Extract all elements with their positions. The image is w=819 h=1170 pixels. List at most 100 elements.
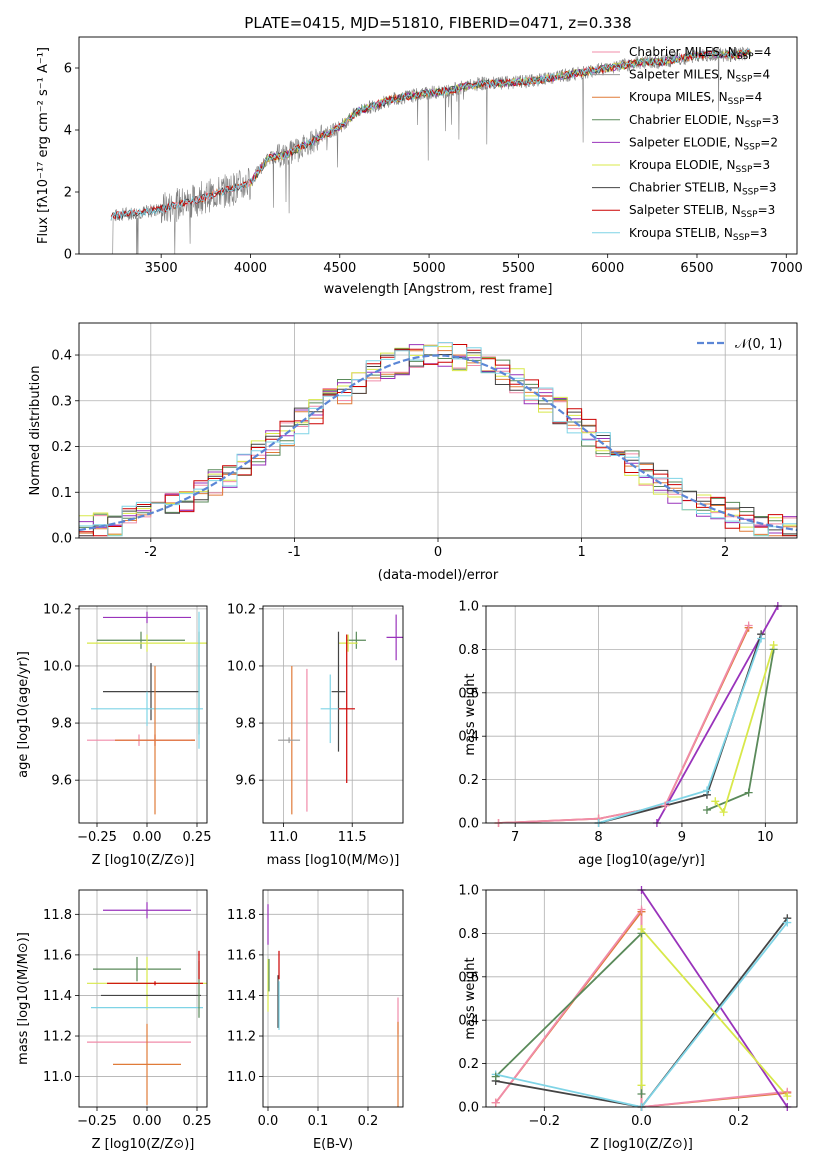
legend-label-sub: SSP <box>737 52 754 62</box>
x-tick-label: 7 <box>511 830 519 845</box>
y-tick-label: 0.0 <box>458 1101 479 1116</box>
legend-label-suffix: =3 <box>758 203 776 217</box>
legend-label-sub: SSP <box>728 97 745 107</box>
legend-label: Chabrier MILES, NSSP=4 <box>629 45 771 62</box>
y-tick-label: 0.2 <box>458 1057 479 1072</box>
legend-label: Salpeter ELODIE, NSSP=2 <box>629 135 778 152</box>
x-axis-label: Z [log10(Z/Z⊙)] <box>92 1137 195 1152</box>
x-tick-label: 0.0 <box>631 1114 652 1129</box>
x-tick-label: 4500 <box>323 261 356 276</box>
mass-weight-line <box>598 633 762 823</box>
axes-mass_vs_ebv: 0.0 0.1 0.2 11.0 11.2 11.4 11.6 11.8 E(B-V) <box>227 889 404 1152</box>
y-tick-label: 0.2 <box>458 773 479 788</box>
mass-weight-line <box>495 921 789 1107</box>
x-tick-label: 6000 <box>591 261 624 276</box>
legend-label: 𝒩(0, 1) <box>735 337 782 352</box>
model-line <box>110 48 751 221</box>
legend-label-main: Salpeter MILES, N <box>629 68 736 82</box>
axes-spectrum: 3500 4000 4500 5000 5500 6000 6500 7000 0 2 4 6 Chab… <box>36 36 803 297</box>
point-marker <box>757 634 766 643</box>
x-axis-label: Z [log10(Z/Z⊙)] <box>590 1137 693 1152</box>
point-marker <box>637 1081 646 1090</box>
x-tick-label: -2 <box>144 545 157 560</box>
y-tick-label: 11.0 <box>227 1070 256 1085</box>
x-axis-label: Z [log10(Z/Z⊙)] <box>92 853 195 868</box>
y-axis-label: Normed distribution <box>28 366 43 496</box>
legend-label-suffix: =3 <box>761 113 779 127</box>
point-marker <box>744 621 753 630</box>
normal-curve <box>79 354 797 532</box>
y-tick-label: 10.2 <box>227 602 256 617</box>
y-tick-label: 0.3 <box>51 394 72 409</box>
point-marker <box>637 905 646 914</box>
y-tick-label: 0.4 <box>458 730 479 745</box>
plot-area-residuals <box>79 342 797 537</box>
point-marker <box>637 1089 646 1098</box>
axes-mw_vs_age: 7 8 9 10 0.0 0.2 0.4 0.6 0.8 1.0 age [log10(age/yr… <box>458 600 798 868</box>
mass-weight-line <box>640 926 788 1097</box>
point-marker <box>491 1098 500 1107</box>
y-tick-label: 11.2 <box>43 1030 72 1045</box>
x-tick-label: 6500 <box>680 261 713 276</box>
x-tick-label: 0.25 <box>183 1114 212 1129</box>
y-tick-label: 0.4 <box>458 1014 479 1029</box>
y-tick-label: 0.6 <box>458 686 479 701</box>
x-tick-label: 7000 <box>770 261 803 276</box>
x-tick-label: 11.0 <box>269 830 298 845</box>
x-tick-label: 0.25 <box>183 830 212 845</box>
axes-age_vs_mass: 11.0 11.5 9.6 9.8 10.0 10.2 mass [log10(M/M⊙)] <box>227 602 404 868</box>
mass-weight-line <box>495 917 789 1107</box>
legend-label: Kroupa STELIB, NSSP=3 <box>629 226 767 243</box>
x-tick-label: 1 <box>577 545 585 560</box>
y-axis-label: mass [log10(M/M⊙)] <box>16 932 31 1065</box>
y-tick-label: 0 <box>64 248 72 263</box>
point-marker <box>783 1092 792 1101</box>
axes-mw_vs_Z: −0.2 0.0 0.2 0.0 0.2 0.4 0.6 0.8 1.0 Z [log10(Z/Z… <box>458 884 798 1152</box>
y-tick-label: 9.6 <box>51 774 72 789</box>
y-tick-label: 11.2 <box>227 1030 256 1045</box>
legend-label-sub: SSP <box>745 120 762 130</box>
legend-label-main: Kroupa STELIB, N <box>629 226 733 240</box>
axes-frame <box>262 605 404 824</box>
x-axis-label: age [log10(age/yr)] <box>578 853 705 868</box>
x-tick-label: 0.2 <box>358 1114 379 1129</box>
axes-residuals: -2 -1 0 1 2 0.0 0.1 0.2 0.3 0.4 𝒩(0, 1) (data-model… <box>28 322 798 583</box>
y-tick-label: 4 <box>64 124 72 139</box>
y-tick-label: 2 <box>64 186 72 201</box>
legend-label-main: Kroupa MILES, N <box>629 90 728 104</box>
axes-frame <box>78 605 208 824</box>
histogram-series <box>79 342 797 537</box>
y-tick-label: 9.6 <box>235 774 256 789</box>
legend-label-main: Salpeter ELODIE, N <box>629 135 743 149</box>
y-tick-label: 10.0 <box>43 659 72 674</box>
y-axis-label: age [log10(age/yr)] <box>16 651 31 778</box>
x-tick-label: 10 <box>757 830 774 845</box>
x-axis-label: wavelength [Angstrom, rest frame] <box>324 282 553 297</box>
y-tick-label: 1.0 <box>458 884 479 899</box>
legend-label-sub: SSP <box>743 142 760 152</box>
axes-frame <box>78 36 798 255</box>
legend-label-main: Chabrier STELIB, N <box>629 181 742 195</box>
legend-label: Chabrier STELIB, NSSP=3 <box>629 181 777 198</box>
axes-frame <box>78 889 208 1108</box>
y-axis-label: mass weight <box>463 673 478 755</box>
legend-label: Salpeter MILES, NSSP=4 <box>629 68 770 85</box>
legend-label-main: Chabrier MILES, N <box>629 45 737 59</box>
y-tick-label: 1.0 <box>458 600 479 615</box>
legend-label-main: Chabrier ELODIE, N <box>629 113 745 127</box>
axes-frame <box>485 889 798 1108</box>
y-tick-label: 11.8 <box>43 908 72 923</box>
y-tick-label: 0.0 <box>51 532 72 547</box>
y-tick-label: 0.4 <box>51 349 72 364</box>
legend-label-suffix: =3 <box>750 226 768 240</box>
point-marker <box>769 641 778 650</box>
x-axis-label: (data-model)/error <box>378 568 499 583</box>
axes-mass_vs_Z: −0.25 0.00 0.25 11.0 11.2 11.4 11.6 11.8 Z [log1… <box>16 889 212 1152</box>
legend-label-suffix: =3 <box>752 158 770 172</box>
x-tick-label: 0.1 <box>308 1114 329 1129</box>
y-tick-label: 0.1 <box>51 486 72 501</box>
plot-area-spectrum <box>110 46 751 254</box>
y-tick-label: 11.6 <box>227 948 256 963</box>
y-tick-label: 11.0 <box>43 1070 72 1085</box>
